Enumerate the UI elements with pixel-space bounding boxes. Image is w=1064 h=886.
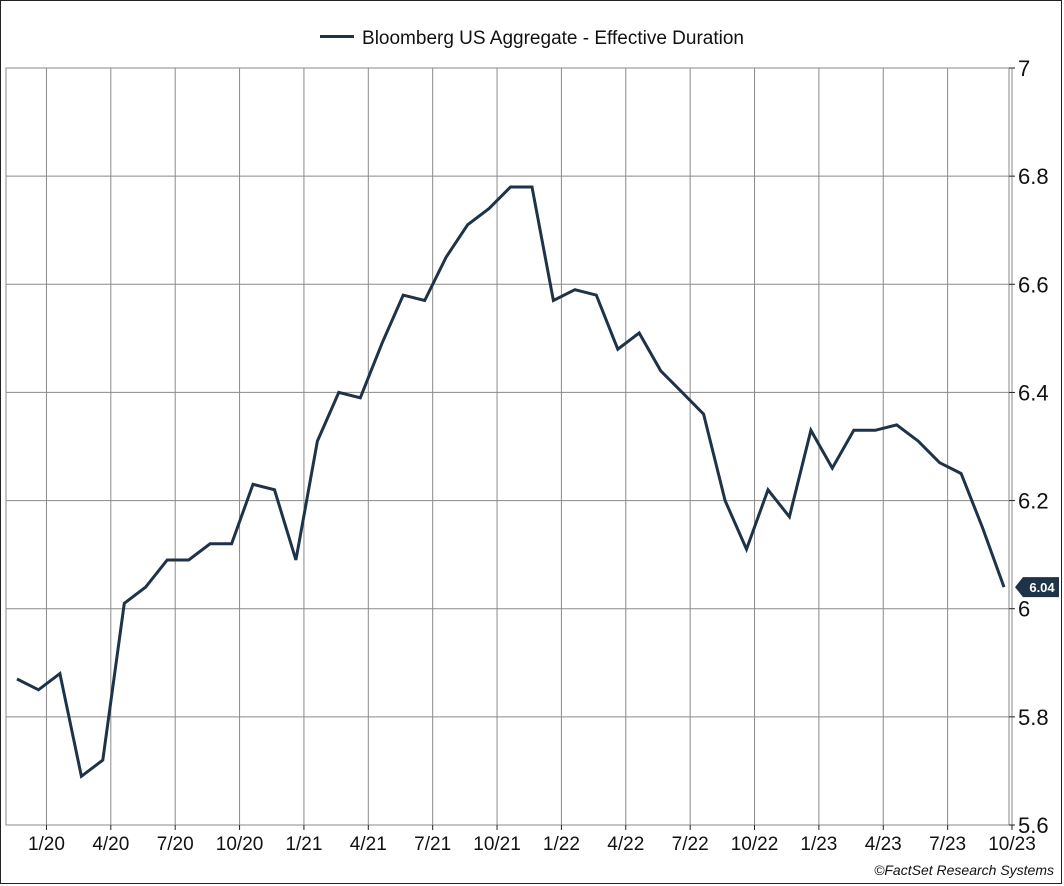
x-tick-label: 7/22 (672, 834, 709, 855)
y-tick-label: 6.8 (1018, 164, 1049, 189)
x-tick-label: 10/21 (473, 834, 521, 855)
x-tick-label: 4/21 (350, 834, 387, 855)
badge-shape (1015, 577, 1059, 598)
y-tick-label: 6.4 (1018, 380, 1049, 405)
plot-area-border (5, 67, 1010, 826)
y-axis: 7 6.8 6.6 6.4 6.2 6 5.8 5.6 (1009, 56, 1049, 838)
y-tick-label: 6 (1018, 597, 1030, 622)
x-tick-label: 4/23 (865, 834, 902, 855)
y-tick-label: 7 (1018, 56, 1030, 81)
legend: Bloomberg US Aggregate - Effective Durat… (0, 28, 1064, 50)
legend-label: Bloomberg US Aggregate - Effective Durat… (362, 28, 744, 49)
y-tick-label: 6.2 (1018, 489, 1049, 514)
x-tick-label: 10/20 (216, 834, 264, 855)
y-tick-label: 6.6 (1018, 272, 1049, 297)
x-tick-label: 1/20 (28, 834, 65, 855)
series-group (16, 185, 1006, 779)
x-tick-label: 7/21 (414, 834, 451, 855)
x-tick-label: 1/21 (285, 834, 322, 855)
x-tick-label: 7/23 (929, 834, 966, 855)
x-tick-label: 1/22 (543, 834, 580, 855)
x-tick-label: 10/23 (988, 834, 1036, 855)
y-tick-label: 5.8 (1018, 705, 1049, 730)
grid (5, 67, 1013, 826)
last-value-badge: 6.04 (1015, 577, 1059, 598)
badge-value: 6.04 (1029, 580, 1055, 595)
x-tick-label: 10/22 (731, 834, 779, 855)
x-axis: 1/20 4/20 7/20 10/20 1/21 4/21 7/21 10/21 1/22 4/… (28, 825, 1036, 855)
legend-line-swatch (320, 35, 355, 39)
x-tick-label: 7/20 (157, 834, 194, 855)
x-tick-label: 4/20 (92, 834, 129, 855)
x-tick-label: 1/23 (800, 834, 837, 855)
series-line (16, 185, 1006, 779)
source-credit: ©FactSet Research Systems (874, 862, 1054, 878)
x-tick-label: 4/22 (607, 834, 644, 855)
y-tick-label: 5.6 (1018, 813, 1049, 838)
